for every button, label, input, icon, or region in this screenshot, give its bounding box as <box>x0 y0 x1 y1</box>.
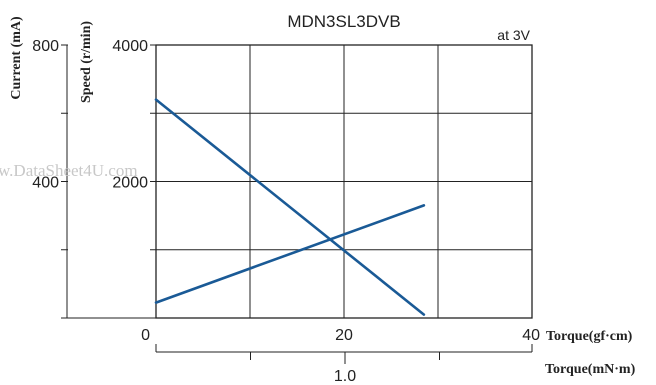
x-primary-tick-label: 20 <box>335 327 353 344</box>
speed-axis-label: Speed (r/min) <box>79 21 94 103</box>
speed-tick-label: 2000 <box>112 175 148 192</box>
series-group <box>154 98 426 316</box>
current-tick-label: 800 <box>32 38 59 55</box>
watermark: w.DataSheet4U.com <box>0 161 138 180</box>
chart-title: MDN3SL3DVB <box>287 12 400 31</box>
condition-label: at 3V <box>497 27 530 43</box>
x-primary-tick-label: 0 <box>141 327 150 344</box>
grid <box>155 44 533 319</box>
speed-tick-label: 4000 <box>112 38 148 55</box>
speed-series-line <box>154 98 426 316</box>
x-primary-tick-label: 40 <box>522 327 540 344</box>
axes <box>66 45 532 353</box>
current-tick-label: 400 <box>32 175 59 192</box>
x-secondary-tick-label: 1.0 <box>334 368 356 385</box>
x-primary-axis-label: Torque(gf·cm) <box>546 329 633 344</box>
current-series-line <box>154 204 426 304</box>
ticks: 400 800 2000 4000 0 20 40 1.0 <box>32 38 540 385</box>
current-axis-label: Current (mA) <box>9 16 24 100</box>
x-secondary-axis-label: Torque(mN·m) <box>545 362 636 377</box>
